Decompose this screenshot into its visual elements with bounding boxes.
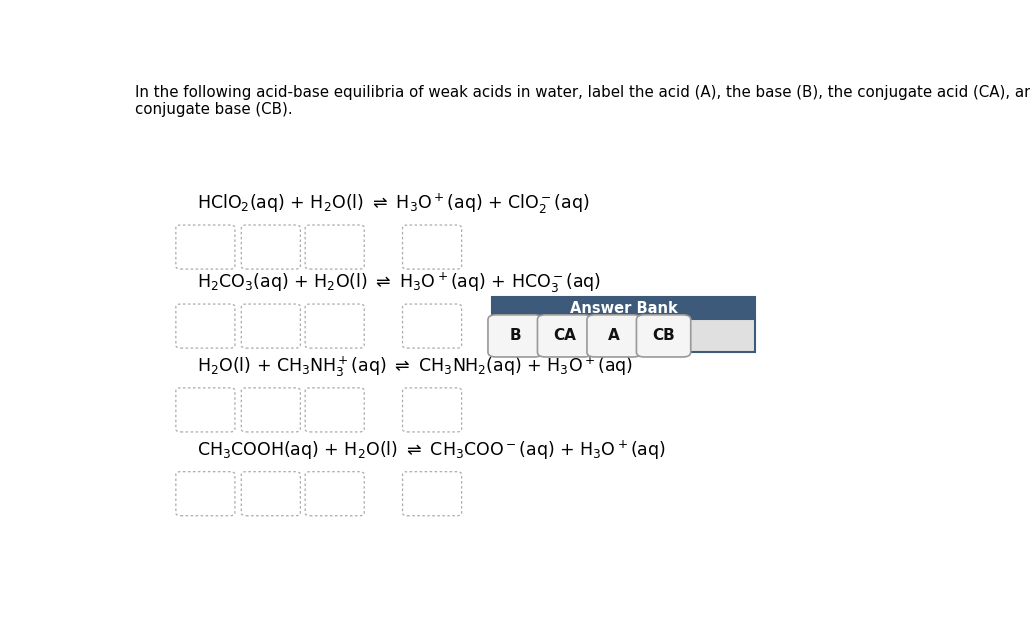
FancyBboxPatch shape	[637, 315, 691, 357]
Bar	[492, 319, 755, 353]
Text: HClO$_2$(aq) + H$_2$O(l) $\rightleftharpoons$ H$_3$O$^+$(aq) + ClO$_2^-$(aq): HClO$_2$(aq) + H$_2$O(l) $\rightleftharp…	[197, 192, 589, 216]
Text: Answer Bank: Answer Bank	[570, 301, 678, 316]
Text: H$_2$CO$_3$(aq) + H$_2$O(l) $\rightleftharpoons$ H$_3$O$^+$(aq) + HCO$_3^-$(aq): H$_2$CO$_3$(aq) + H$_2$O(l) $\rightlefth…	[197, 271, 600, 295]
Text: H$_2$O(l) + CH$_3$NH$_3^+$(aq) $\rightleftharpoons$ CH$_3$NH$_2$(aq) + H$_3$O$^+: H$_2$O(l) + CH$_3$NH$_3^+$(aq) $\rightle…	[197, 355, 632, 379]
FancyBboxPatch shape	[538, 315, 592, 357]
Text: In the following acid-base equilibria of weak acids in water, label the acid (A): In the following acid-base equilibria of…	[135, 85, 1030, 100]
FancyBboxPatch shape	[488, 315, 542, 357]
Text: B: B	[509, 328, 521, 343]
Text: conjugate base (CB).: conjugate base (CB).	[135, 103, 293, 118]
Text: CA: CA	[553, 328, 576, 343]
Text: CB: CB	[652, 328, 675, 343]
Bar	[492, 297, 755, 353]
Text: A: A	[608, 328, 620, 343]
Bar	[492, 297, 755, 319]
Text: CH$_3$COOH(aq) + H$_2$O(l) $\rightleftharpoons$ CH$_3$COO$^-$(aq) + H$_3$O$^+$(a: CH$_3$COOH(aq) + H$_2$O(l) $\rightleftha…	[197, 439, 665, 462]
FancyBboxPatch shape	[587, 315, 642, 357]
